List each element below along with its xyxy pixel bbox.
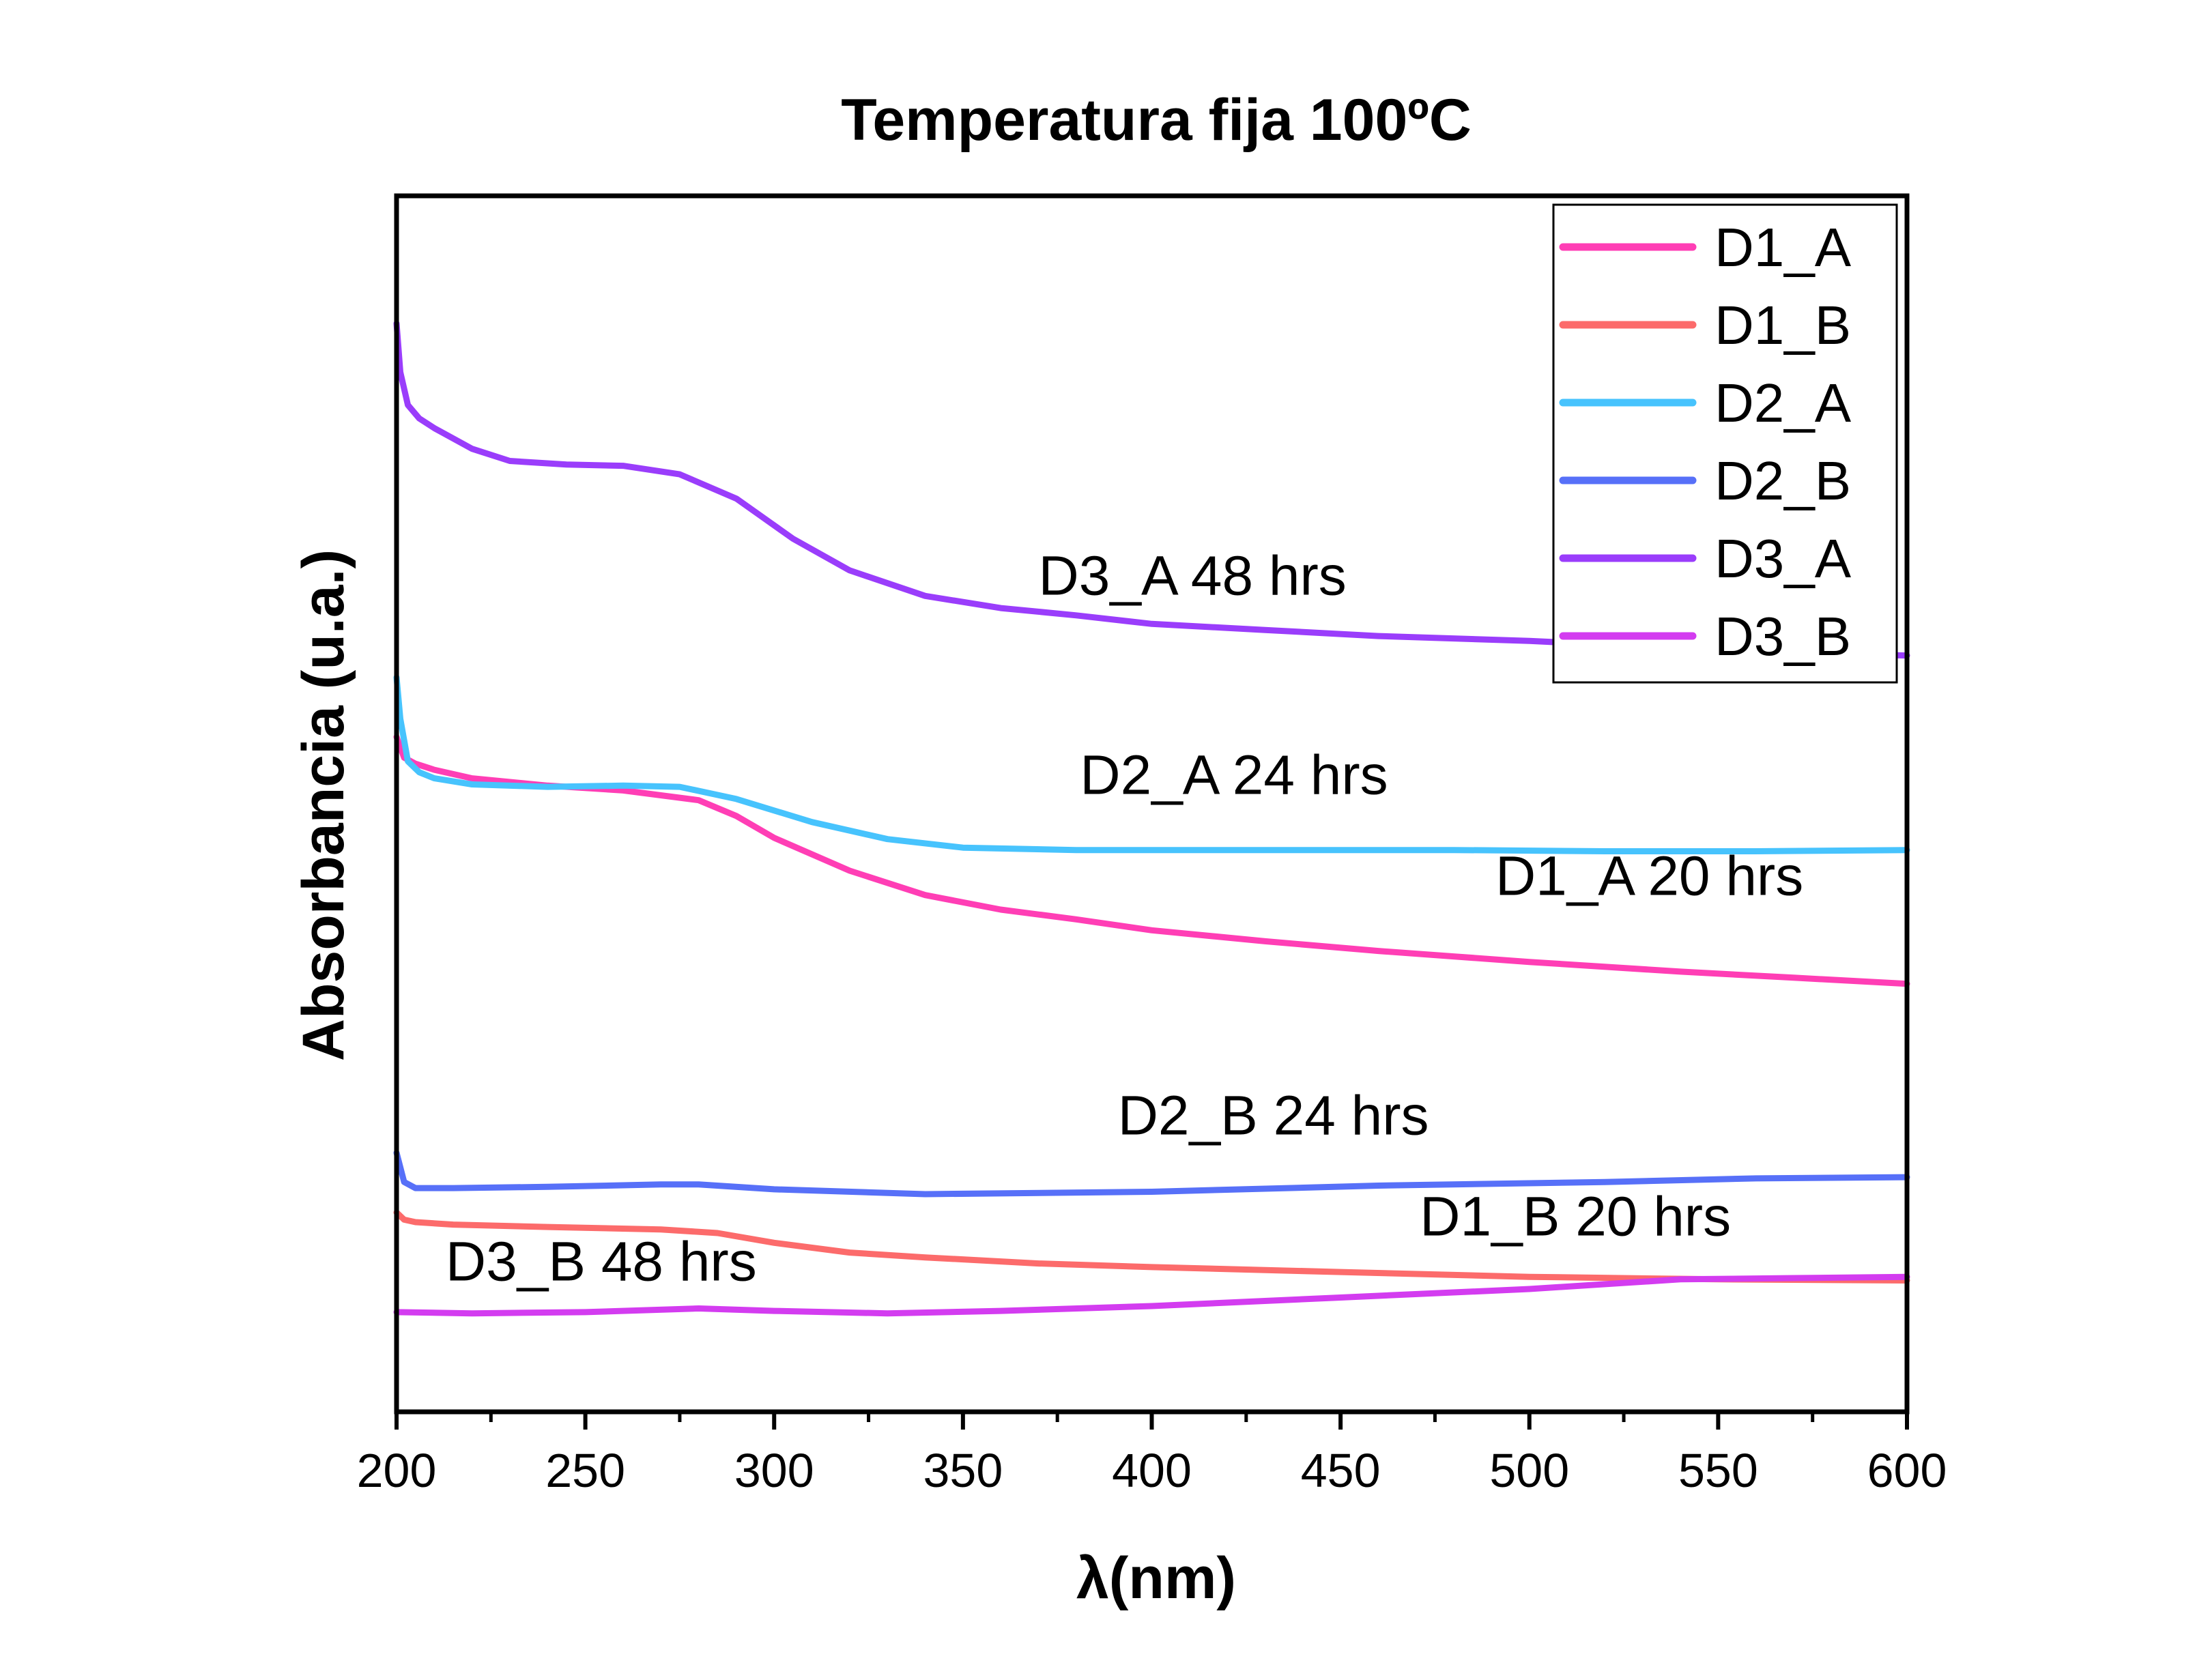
legend: D1_A D1_B D2_A D2_B D3_A D3_B	[1552, 203, 1898, 684]
x-tick-label: 300	[734, 1444, 814, 1497]
x-axis-ticks: 200 250 300 350 400 450 500 550 600	[357, 1412, 1947, 1497]
x-tick-label: 550	[1678, 1444, 1758, 1497]
series-line-d2-b	[393, 1149, 1910, 1198]
plot-frame	[394, 193, 1910, 1415]
y-axis-title: Absorbancia (u.a.)	[291, 549, 356, 1061]
chart-title: Temperatura fija 100ºC	[841, 87, 1472, 153]
legend-label: D2_A	[1715, 373, 1852, 433]
series-line-d3-b	[393, 1273, 1910, 1317]
legend-label: D3_A	[1715, 528, 1852, 589]
x-tick-label: 500	[1489, 1444, 1569, 1497]
legend-label: D3_B	[1715, 606, 1851, 667]
series-annotation: D2_A 24 hrs	[1080, 744, 1388, 807]
x-tick-label: 200	[357, 1444, 437, 1497]
series-line-d3-a	[393, 320, 1910, 659]
legend-label: D1_B	[1715, 295, 1851, 356]
x-tick-label: 250	[545, 1444, 625, 1497]
x-axis-title: λ(nm)	[1076, 1546, 1236, 1611]
x-tick-label: 400	[1112, 1444, 1192, 1497]
series-line-d1-a	[393, 734, 1910, 987]
series-annotation: D2_B 24 hrs	[1118, 1085, 1429, 1147]
series-annotation: D3_B 48 hrs	[446, 1231, 757, 1293]
series-line-d1-b	[393, 1209, 1910, 1284]
series-layer	[393, 320, 1910, 1317]
x-tick-label: 600	[1867, 1444, 1947, 1497]
legend-label: D1_A	[1715, 217, 1852, 278]
legend-box	[1552, 203, 1898, 684]
series-annotation: D3_A 48 hrs	[1039, 545, 1347, 607]
x-tick-label: 350	[923, 1444, 1003, 1497]
series-annotation: D1_A 20 hrs	[1495, 845, 1803, 908]
annotation-layer: D3_A 48 hrs D2_A 24 hrs D1_A 20 hrs D2_B 24…	[446, 545, 1803, 1292]
x-tick-label: 450	[1301, 1444, 1381, 1497]
legend-label: D2_B	[1715, 450, 1851, 511]
series-annotation: D1_B 20 hrs	[1420, 1186, 1731, 1248]
series-line-d2-a	[393, 674, 1910, 854]
